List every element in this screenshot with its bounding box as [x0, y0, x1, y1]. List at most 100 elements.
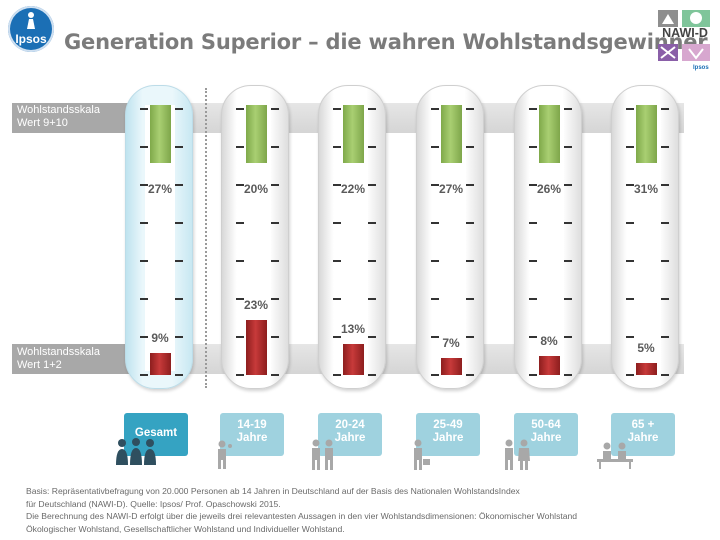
scale-tick [431, 184, 439, 186]
scale-tick [333, 146, 341, 148]
scale-tick [368, 222, 376, 224]
scale-tick [564, 260, 572, 262]
scale-tick [661, 108, 669, 110]
bar-high-wealth [636, 105, 657, 163]
scale-tick [271, 336, 279, 338]
scale-tick [529, 336, 537, 338]
scale-tick [236, 374, 244, 376]
bar-high-wealth [539, 105, 560, 163]
scale-tick [236, 146, 244, 148]
scale-tick [564, 184, 572, 186]
bar-low-wealth [539, 356, 560, 375]
scale-tick [236, 184, 244, 186]
scale-tick [431, 146, 439, 148]
scale-tick [368, 298, 376, 300]
scale-tick [333, 336, 341, 338]
scale-tick [333, 108, 341, 110]
age-group-button[interactable]: 20-24 Jahre [318, 413, 382, 456]
scale-tick [529, 146, 537, 148]
age-group-label: Gesamt [134, 427, 178, 439]
nawi-d-logo-subtext: Ipsos [693, 65, 709, 71]
scale-tick [333, 184, 341, 186]
scale-tick [626, 108, 634, 110]
business-person-icon [414, 439, 430, 470]
nawi-d-logo [658, 10, 710, 61]
scale-tick [564, 374, 572, 376]
bar-low-wealth [441, 358, 462, 375]
age-group-label: 65 + Jahre [627, 419, 659, 444]
scale-tick [466, 374, 474, 376]
scale-tick [661, 298, 669, 300]
scale-tick [529, 222, 537, 224]
scale-tick [626, 184, 634, 186]
age-group-label: 25-49 Jahre [432, 419, 464, 444]
scale-tick [140, 184, 148, 186]
thermometer-tube: 22% 13% [318, 85, 386, 389]
bar-low-wealth [150, 353, 171, 375]
scale-label-low: Wohlstandsskala Wert 1+2 [17, 346, 100, 371]
scale-label-box-high [12, 103, 140, 133]
scale-tick [529, 184, 537, 186]
scale-tick [368, 336, 376, 338]
scale-tick [431, 222, 439, 224]
bar-low-wealth [343, 344, 364, 375]
scale-tick [564, 108, 572, 110]
age-group-button[interactable]: 14-19 Jahre [220, 413, 284, 456]
ipsos-figure-icon [27, 12, 35, 29]
scale-tick [140, 298, 148, 300]
label-low-wealth: 9% [151, 331, 169, 345]
thermometer-tube: 26% 8% [514, 85, 582, 389]
scale-tick [236, 336, 244, 338]
footnote-line: Die Berechnung des NAWI-D erfolgt über d… [26, 511, 578, 521]
scale-tick [626, 298, 634, 300]
scale-tick [564, 222, 572, 224]
scale-tick [564, 298, 572, 300]
scale-tick [271, 146, 279, 148]
scale-tick [626, 146, 634, 148]
scale-tick [368, 374, 376, 376]
thermometer-tube: 31% 5% [611, 85, 679, 389]
scale-tick [271, 298, 279, 300]
scale-tick [661, 146, 669, 148]
scale-tick [140, 222, 148, 224]
nawi-d-logo-text: NAWI-D [662, 26, 708, 40]
bar-low-wealth [246, 320, 267, 375]
scale-tick [431, 108, 439, 110]
label-high-wealth: 27% [147, 182, 173, 196]
scale-tick [431, 260, 439, 262]
label-high-wealth: 22% [340, 182, 366, 196]
scale-tick [431, 374, 439, 376]
scale-tick [271, 260, 279, 262]
scale-tick [271, 222, 279, 224]
bar-low-wealth [636, 363, 657, 375]
young-couple-icon [312, 439, 333, 470]
label-high-wealth: 31% [633, 182, 659, 196]
scale-tick [661, 336, 669, 338]
thermometer-tube: 27% 9% [125, 85, 193, 389]
scale-tick [175, 146, 183, 148]
bar-high-wealth [246, 105, 267, 163]
bar-high-wealth [441, 105, 462, 163]
scale-tick [564, 146, 572, 148]
age-group-button[interactable]: 25-49 Jahre [416, 413, 480, 456]
scale-tick [529, 108, 537, 110]
scale-tick [529, 298, 537, 300]
scale-tick [466, 146, 474, 148]
teen-person-icon [218, 440, 232, 469]
divider-line [205, 88, 207, 388]
scale-tick [333, 298, 341, 300]
ipsos-logo-text: Ipsos [15, 32, 47, 46]
scale-tick [466, 260, 474, 262]
label-high-wealth: 20% [243, 182, 269, 196]
scale-label-box-low [12, 344, 140, 374]
scale-tick [271, 184, 279, 186]
seniors-on-bench-icon [597, 442, 633, 469]
scale-tick [466, 222, 474, 224]
label-low-wealth: 23% [243, 298, 269, 312]
scale-tick [175, 336, 183, 338]
scale-tick [333, 260, 341, 262]
scale-tick [175, 222, 183, 224]
middle-aged-couple-icon [505, 439, 530, 470]
bar-high-wealth [343, 105, 364, 163]
scale-tick [661, 374, 669, 376]
